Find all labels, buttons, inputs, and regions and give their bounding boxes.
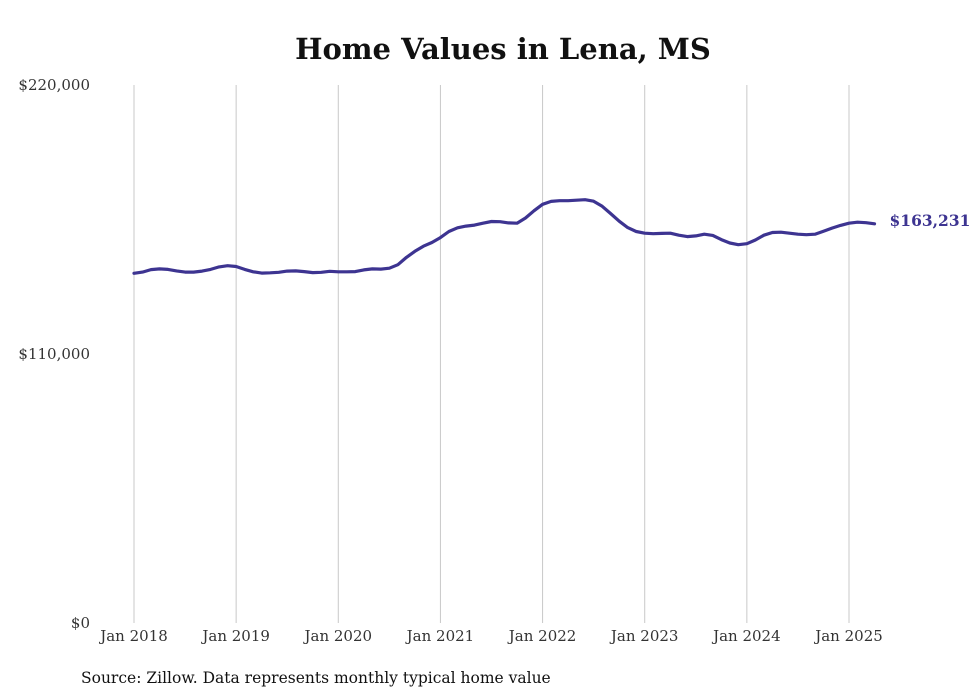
home-value-line [132,198,877,275]
x-tick-label: Jan 2025 [813,627,883,645]
series-group [132,198,877,275]
y-tick-label: $110,000 [18,345,90,363]
x-tick-label: Jan 2020 [303,627,373,645]
x-axis-tick-labels: Jan 2018 Jan 2019 Jan 2020 Jan 2021 Jan 2022… [98,627,883,645]
x-tick-label: Jan 2021 [405,627,475,645]
x-tick-label: Jan 2019 [200,627,270,645]
source-note: Source: Zillow. Data represents monthly … [81,669,551,687]
x-gridlines [133,85,850,623]
y-axis-tick-labels: $0 $110,000 $220,000 [18,76,90,632]
last-value-label: $163,231 [890,211,971,230]
y-tick-label: $0 [71,614,90,632]
x-tick-label: Jan 2023 [609,627,679,645]
x-tick-label: Jan 2024 [711,627,781,645]
x-tick-label: Jan 2018 [98,627,168,645]
y-tick-label: $220,000 [18,76,90,94]
chart-title: Home Values in Lena, MS [295,32,711,66]
x-tick-label: Jan 2022 [507,627,577,645]
